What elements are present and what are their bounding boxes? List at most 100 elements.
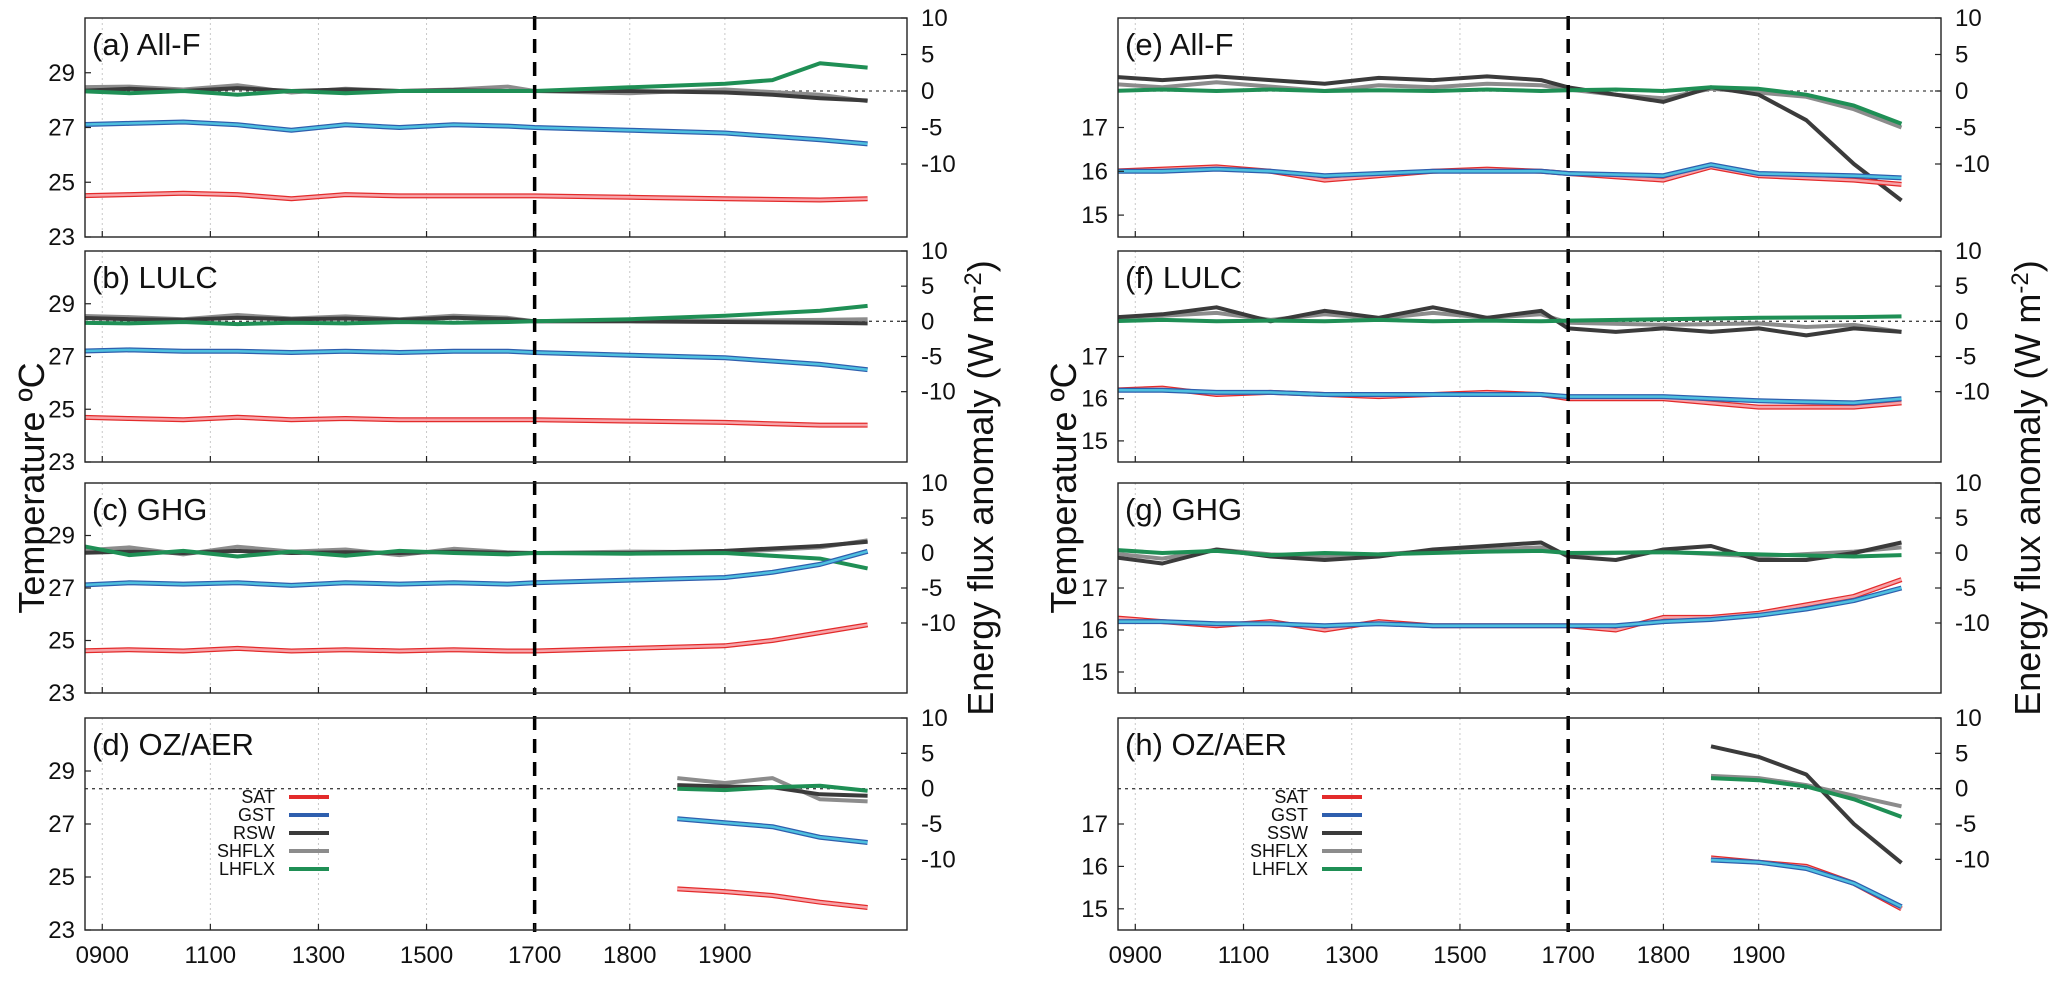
left-tick-label: 29 (48, 60, 75, 87)
right-tick-label: 10 (921, 5, 948, 32)
right-tick-label: 10 (921, 705, 948, 732)
right-tick-label: -5 (921, 344, 942, 371)
x-tick-label: 1700 (508, 942, 561, 969)
series-gst-smooth-line (1118, 389, 1902, 405)
right-tick-label: -10 (921, 379, 956, 406)
right-tick-label: -5 (1955, 115, 1976, 142)
panel-title: (c) GHG (92, 492, 207, 527)
panel-b: 23 25 27 29 10 5 0 -5 -10 (b) LULC (48, 238, 955, 476)
legend-label: GST (1271, 805, 1308, 825)
left-tick-label: 27 (48, 115, 75, 142)
series-shflx-line (677, 776, 868, 804)
left-tick-label: 25 (48, 169, 75, 196)
right-tick-label: -10 (921, 151, 956, 178)
left-tick-label: 16 (1081, 158, 1108, 185)
series-gst-smooth-line (1118, 163, 1902, 180)
panel-d: 23 25 27 29 10 5 0 -5 -10 0900 1100 1300 1500 1700 180… (48, 705, 955, 969)
panel-f: 15 16 17 10 5 0 -5 -10 (f) LULC (1081, 238, 1990, 464)
series-gst-smooth-line (1710, 858, 1903, 908)
right-tick-label: 5 (921, 740, 934, 767)
series-lhflx-line (1710, 776, 1903, 819)
right-tick-label: 0 (1955, 776, 1968, 803)
series-rsw-line (1118, 74, 1903, 203)
left-tick-label: 23 (48, 224, 75, 251)
series-sat-smooth-line (85, 623, 868, 653)
left-tick-label: 23 (48, 449, 75, 476)
series-sat-smooth-line (677, 887, 868, 909)
left-tick-label: 17 (1081, 811, 1108, 838)
panel-a: 23 25 27 29 10 5 0 -5 -10 (a) All-F (48, 5, 955, 251)
series-lhflx-line (1118, 85, 1903, 126)
x-tick-label: 1800 (1637, 942, 1690, 969)
panel-title: (d) OZ/AER (92, 727, 254, 762)
legend-label: SAT (1274, 787, 1308, 807)
left-tick-label: 27 (48, 344, 75, 371)
right-tick-label: -10 (921, 846, 956, 873)
right-tick-label: -10 (1955, 379, 1990, 406)
series-gst-smooth-line (85, 550, 868, 587)
x-tick-label: 1300 (1325, 942, 1378, 969)
left-tick-label: 16 (1081, 386, 1108, 413)
left-tick-label: 25 (48, 628, 75, 655)
series-rsw-line (85, 315, 868, 326)
series-lhflx-line (677, 783, 868, 793)
right-tick-label: 0 (921, 776, 934, 803)
left-tick-label: 29 (48, 758, 75, 785)
series-gst-line (85, 548, 869, 588)
panel-title: (g) GHG (1125, 492, 1242, 527)
left-tick-label: 15 (1081, 659, 1108, 686)
series-gst-smooth-line (677, 817, 868, 844)
right-tick-label: 0 (921, 540, 934, 567)
right-tick-label: -5 (921, 811, 942, 838)
series-sat-line (85, 622, 869, 654)
left-ylabel-right-column: Temperature ºC (1043, 362, 1084, 613)
series-gst-smooth-line (1118, 586, 1902, 628)
legend-label: RSW (233, 823, 275, 843)
right-tick-label: -10 (1955, 151, 1990, 178)
x-tick-label: 1300 (292, 942, 345, 969)
panel-e: 15 16 17 10 5 0 -5 -10 (e) All-F (1081, 5, 1990, 239)
left-tick-label: 23 (48, 917, 75, 944)
x-tick-label: 1900 (698, 942, 751, 969)
x-tick-label: 1100 (185, 942, 237, 969)
plot-frame (1117, 17, 1942, 238)
left-ylabel-left-column: Temperature ºC (11, 362, 52, 613)
right-tick-label: 10 (1955, 705, 1982, 732)
panel-c: 23 25 27 29 10 5 0 -5 -10 (c) GHG (48, 470, 955, 707)
x-tick-label: 1700 (1541, 942, 1594, 969)
right-tick-label: 5 (1955, 505, 1968, 532)
left-tick-label: 15 (1081, 202, 1108, 229)
left-tick-label: 29 (48, 523, 75, 550)
left-tick-label: 15 (1081, 896, 1108, 923)
legend-label: SAT (241, 787, 275, 807)
left-tick-label: 25 (48, 864, 75, 891)
panel-h: 15 16 17 10 5 0 -5 -10 0900 1100 1300 1500 1700 1800 1… (1081, 705, 1989, 969)
x-tick-label: 1500 (400, 942, 453, 969)
left-tick-label: 16 (1081, 853, 1108, 880)
series-shflx-line (1118, 80, 1903, 130)
panel-title: (b) LULC (92, 260, 218, 295)
right-tick-label: -5 (1955, 811, 1976, 838)
series-ssw-line (1710, 744, 1903, 865)
left-tick-label: 25 (48, 396, 75, 423)
series-gst-line (1710, 857, 1903, 909)
right-tick-label: 0 (921, 78, 934, 105)
panel-title: (h) OZ/AER (1125, 727, 1287, 762)
x-tick-label: 1800 (603, 942, 656, 969)
right-tick-label: 10 (921, 470, 948, 497)
series-rsw-line (1118, 305, 1902, 338)
legend-label: SHFLX (1250, 841, 1308, 861)
right-tick-label: 10 (921, 238, 948, 265)
right-tick-label: 10 (1955, 238, 1982, 265)
legend-label: SSW (1267, 823, 1308, 843)
panel-title: (a) All-F (92, 27, 201, 62)
x-tick-label: 0900 (76, 942, 129, 969)
right-ylabel-left-column: Energy flux anomaly (W m-2) (960, 260, 1001, 715)
right-tick-label: -10 (1955, 610, 1990, 637)
left-tick-label: 27 (48, 575, 75, 602)
left-tick-label: 17 (1081, 575, 1108, 602)
right-tick-label: 5 (1955, 42, 1968, 69)
right-tick-label: -5 (1955, 575, 1976, 602)
right-tick-label: -10 (921, 610, 956, 637)
